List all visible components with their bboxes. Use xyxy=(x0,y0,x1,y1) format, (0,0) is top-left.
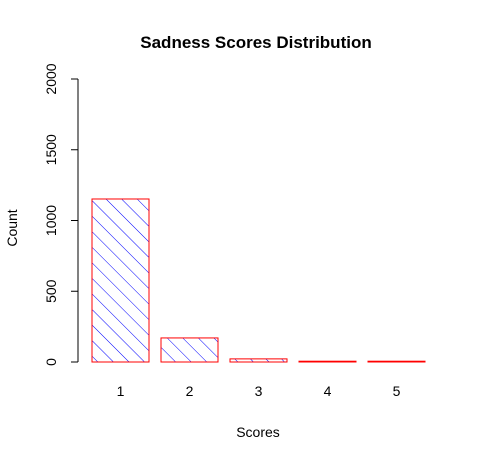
y-tick-label: 2000 xyxy=(43,63,59,94)
chart-title: Sadness Scores Distribution xyxy=(140,33,371,52)
y-tick-label: 0 xyxy=(43,358,59,366)
bar-2 xyxy=(160,337,219,363)
x-tick-label: 1 xyxy=(117,383,125,399)
bar-group xyxy=(91,198,426,363)
x-tick-label: 2 xyxy=(186,383,194,399)
x-tick-label: 5 xyxy=(393,383,401,399)
y-tick-label: 1500 xyxy=(43,134,59,165)
bar-3 xyxy=(229,358,288,363)
x-tick-labels: 1 2 3 4 5 xyxy=(117,383,401,399)
x-tick-label: 3 xyxy=(255,383,263,399)
x-axis-label: Scores xyxy=(236,424,280,440)
bar-4 xyxy=(298,360,357,363)
y-axis-label: Count xyxy=(4,209,20,246)
bar-5 xyxy=(367,360,426,363)
x-tick-label: 4 xyxy=(324,383,332,399)
y-tick-label: 1000 xyxy=(43,205,59,236)
y-axis: 0 500 1000 1500 2000 xyxy=(43,63,79,366)
y-tick-label: 500 xyxy=(43,279,59,303)
bar-1 xyxy=(91,198,150,363)
